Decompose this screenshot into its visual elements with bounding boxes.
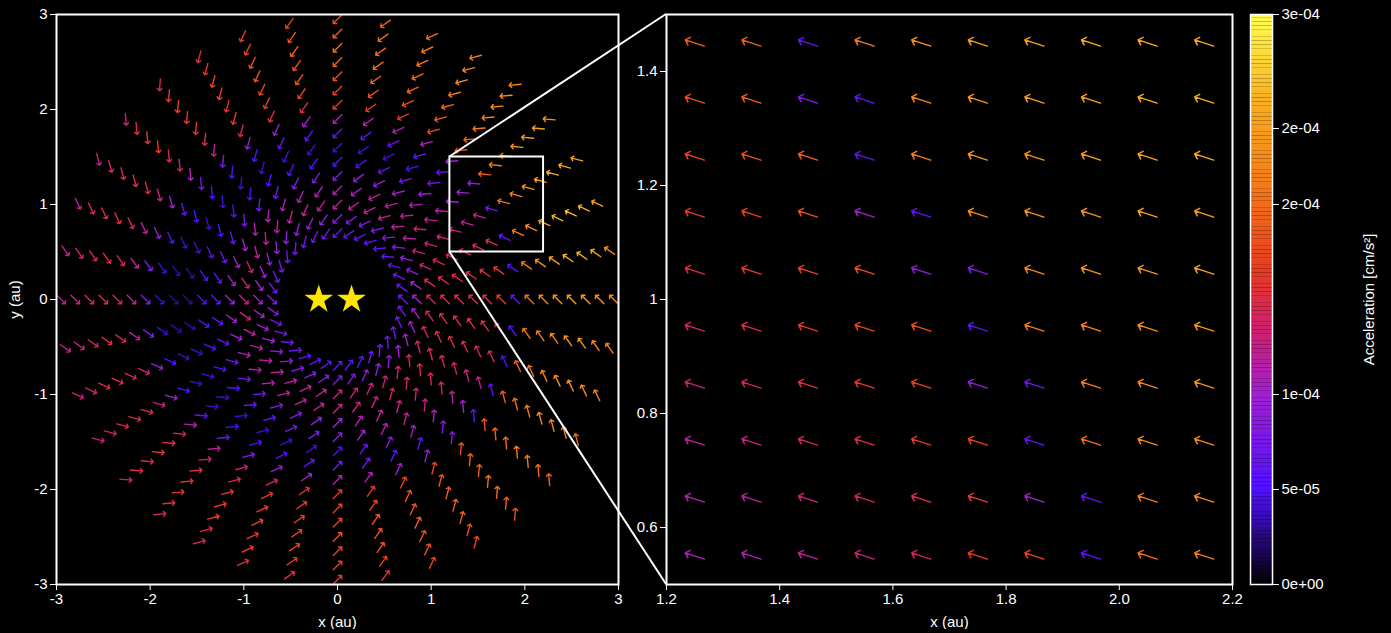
svg-text:1: 1 — [427, 590, 435, 607]
svg-text:3: 3 — [39, 5, 47, 22]
svg-text:3e-04: 3e-04 — [1282, 5, 1320, 22]
svg-text:1.2: 1.2 — [656, 590, 677, 607]
svg-text:0.8: 0.8 — [637, 404, 658, 421]
svg-text:1.4: 1.4 — [769, 590, 790, 607]
svg-text:2.0: 2.0 — [1109, 590, 1130, 607]
svg-text:2: 2 — [39, 100, 47, 117]
svg-text:-1: -1 — [34, 385, 47, 402]
svg-text:x (au): x (au) — [318, 613, 356, 630]
svg-text:1.6: 1.6 — [882, 590, 903, 607]
svg-text:-3: -3 — [50, 590, 63, 607]
svg-text:-2: -2 — [143, 590, 156, 607]
svg-text:2e-04: 2e-04 — [1282, 195, 1320, 212]
svg-text:1.4: 1.4 — [637, 62, 658, 79]
svg-text:1: 1 — [39, 195, 47, 212]
svg-text:1.8: 1.8 — [996, 590, 1017, 607]
svg-text:0: 0 — [333, 590, 341, 607]
svg-text:0.6: 0.6 — [637, 518, 658, 535]
svg-text:-3: -3 — [34, 575, 47, 592]
svg-text:3: 3 — [614, 590, 622, 607]
svg-text:2: 2 — [521, 590, 529, 607]
svg-text:0: 0 — [39, 290, 47, 307]
svg-text:1e-04: 1e-04 — [1282, 385, 1320, 402]
svg-text:1.2: 1.2 — [637, 176, 658, 193]
svg-text:x (au): x (au) — [930, 613, 968, 630]
svg-text:-1: -1 — [237, 590, 250, 607]
svg-text:2e-04: 2e-04 — [1282, 119, 1320, 136]
svg-text:0e+00: 0e+00 — [1282, 575, 1324, 592]
svg-text:-2: -2 — [34, 480, 47, 497]
svg-text:2.2: 2.2 — [1222, 590, 1243, 607]
svg-text:5e-05: 5e-05 — [1282, 480, 1320, 497]
svg-text:Acceleration [cm/s²]: Acceleration [cm/s²] — [1360, 234, 1377, 366]
svg-text:y (au): y (au) — [6, 280, 23, 318]
svg-text:1: 1 — [649, 290, 657, 307]
